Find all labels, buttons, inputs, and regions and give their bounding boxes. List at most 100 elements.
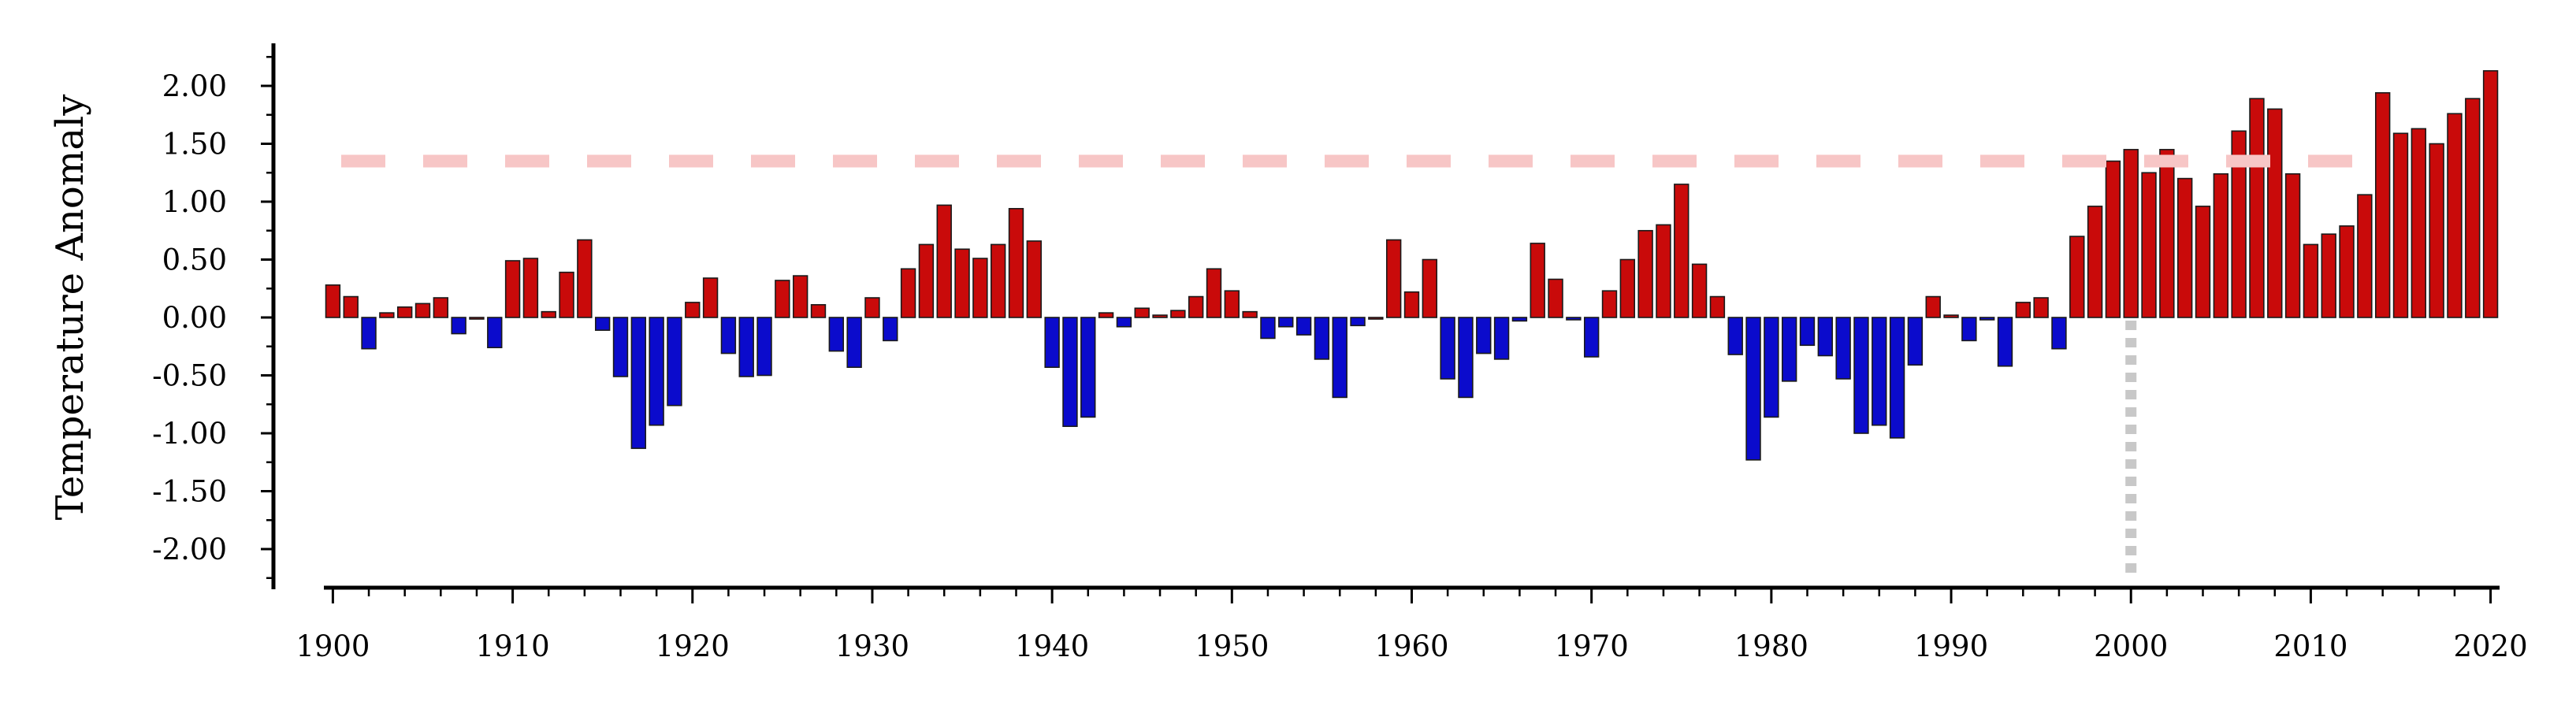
bar-1927 bbox=[810, 304, 827, 318]
bar-1900 bbox=[325, 284, 341, 318]
bar-1908 bbox=[469, 317, 485, 320]
bar-1972 bbox=[1619, 258, 1636, 318]
bar-2003 bbox=[2176, 177, 2193, 318]
bar-1913 bbox=[559, 271, 574, 318]
bar-1963 bbox=[1458, 317, 1474, 399]
bar-2018 bbox=[2447, 113, 2463, 318]
bar-1987 bbox=[1889, 317, 1905, 439]
y-tick-label: 1.00 bbox=[162, 185, 227, 219]
bar-1914 bbox=[577, 239, 593, 318]
bar-1911 bbox=[522, 258, 539, 318]
bar-2005 bbox=[2213, 173, 2229, 318]
x-tick-label: 1970 bbox=[1555, 629, 1629, 663]
bar-1905 bbox=[414, 303, 431, 318]
bar-1947 bbox=[1170, 310, 1186, 318]
x-tick-label: 1930 bbox=[835, 629, 909, 663]
x-tick-label: 1980 bbox=[1734, 629, 1808, 663]
bar-2016 bbox=[2411, 128, 2427, 318]
bar-1989 bbox=[1925, 295, 1941, 318]
bar-1903 bbox=[379, 312, 395, 318]
bar-1918 bbox=[649, 317, 664, 426]
bar-1919 bbox=[667, 317, 682, 406]
bar-1981 bbox=[1781, 317, 1797, 382]
x-tick-label: 2000 bbox=[2094, 629, 2168, 663]
bar-2000 bbox=[2123, 149, 2139, 318]
bar-1916 bbox=[612, 317, 629, 377]
bar-1931 bbox=[883, 317, 898, 342]
bar-1962 bbox=[1440, 317, 1455, 380]
bar-1978 bbox=[1727, 317, 1743, 355]
bar-1922 bbox=[720, 317, 737, 354]
bar-2009 bbox=[2284, 173, 2301, 318]
bar-1935 bbox=[954, 248, 970, 318]
y-axis-title: Temperature Anomaly bbox=[48, 95, 92, 521]
bar-1950 bbox=[1224, 290, 1240, 318]
x-tick-label: 1960 bbox=[1374, 629, 1448, 663]
bar-1901 bbox=[343, 295, 359, 318]
bar-1982 bbox=[1799, 317, 1816, 347]
bar-1955 bbox=[1314, 317, 1330, 360]
bar-1915 bbox=[594, 317, 611, 331]
bar-2017 bbox=[2429, 143, 2444, 318]
y-tick-label: 0.50 bbox=[162, 243, 227, 277]
bar-1974 bbox=[1656, 224, 1671, 318]
bar-1948 bbox=[1188, 295, 1204, 318]
bar-1929 bbox=[846, 317, 862, 369]
x-tick-label: 1900 bbox=[296, 629, 370, 663]
bar-1958 bbox=[1368, 317, 1384, 320]
bar-1907 bbox=[451, 317, 467, 335]
x-tick-label: 2020 bbox=[2454, 629, 2528, 663]
bar-1995 bbox=[2033, 297, 2049, 318]
bar-1921 bbox=[702, 277, 719, 318]
axes: 2.00 1.50 1.00 0.50 0.00 -0.50 -1.00 -1.50 -2.00… bbox=[152, 43, 2528, 663]
bar-1920 bbox=[685, 302, 701, 318]
bar-1994 bbox=[2015, 302, 2031, 318]
bar-1936 bbox=[972, 258, 988, 318]
bar-1954 bbox=[1295, 317, 1312, 336]
bar-1993 bbox=[1997, 317, 2013, 367]
bar-1946 bbox=[1152, 314, 1168, 318]
bar-1992 bbox=[1979, 317, 1995, 321]
bar-1945 bbox=[1134, 307, 1150, 318]
bar-1991 bbox=[1961, 317, 1977, 342]
bar-1961 bbox=[1422, 258, 1438, 318]
bar-1970 bbox=[1583, 317, 1600, 358]
y-tick-label: -1.50 bbox=[152, 475, 227, 509]
bar-1959 bbox=[1385, 239, 1402, 318]
bar-2002 bbox=[2159, 149, 2175, 318]
y-tick-label: 0.00 bbox=[162, 301, 227, 335]
bar-1941 bbox=[1062, 317, 1078, 427]
bar-2012 bbox=[2339, 225, 2355, 318]
bar-1930 bbox=[864, 297, 880, 318]
x-tick-label: 1910 bbox=[476, 629, 550, 663]
bar-1956 bbox=[1332, 317, 1347, 399]
bar-1971 bbox=[1601, 290, 1618, 318]
overlays bbox=[341, 154, 2388, 580]
bar-1933 bbox=[918, 243, 935, 318]
bar-1952 bbox=[1260, 317, 1276, 340]
bar-1998 bbox=[2087, 206, 2103, 318]
bar-1953 bbox=[1278, 317, 1294, 328]
bar-1906 bbox=[433, 297, 449, 318]
bar-2011 bbox=[2321, 233, 2336, 318]
bar-1937 bbox=[990, 243, 1006, 318]
x-tick-label: 2010 bbox=[2273, 629, 2347, 663]
bar-1940 bbox=[1044, 317, 1060, 369]
bar-2013 bbox=[2357, 194, 2373, 318]
y-tick-label: -2.00 bbox=[152, 533, 227, 566]
y-tick-label: -1.00 bbox=[152, 417, 227, 451]
bar-1938 bbox=[1008, 208, 1024, 318]
bar-1924 bbox=[756, 317, 772, 377]
bar-2019 bbox=[2465, 98, 2481, 318]
bar-2004 bbox=[2195, 206, 2211, 318]
bar-1917 bbox=[630, 317, 647, 449]
bar-1960 bbox=[1403, 291, 1420, 318]
bar-1965 bbox=[1493, 317, 1510, 360]
x-tick-label: 1990 bbox=[1914, 629, 1988, 663]
y-tick-label: 1.50 bbox=[162, 128, 227, 161]
bar-1967 bbox=[1530, 243, 1545, 318]
bar-1997 bbox=[2069, 236, 2085, 318]
bar-1964 bbox=[1476, 317, 1492, 354]
bar-1928 bbox=[828, 317, 845, 352]
bar-1944 bbox=[1116, 317, 1132, 328]
